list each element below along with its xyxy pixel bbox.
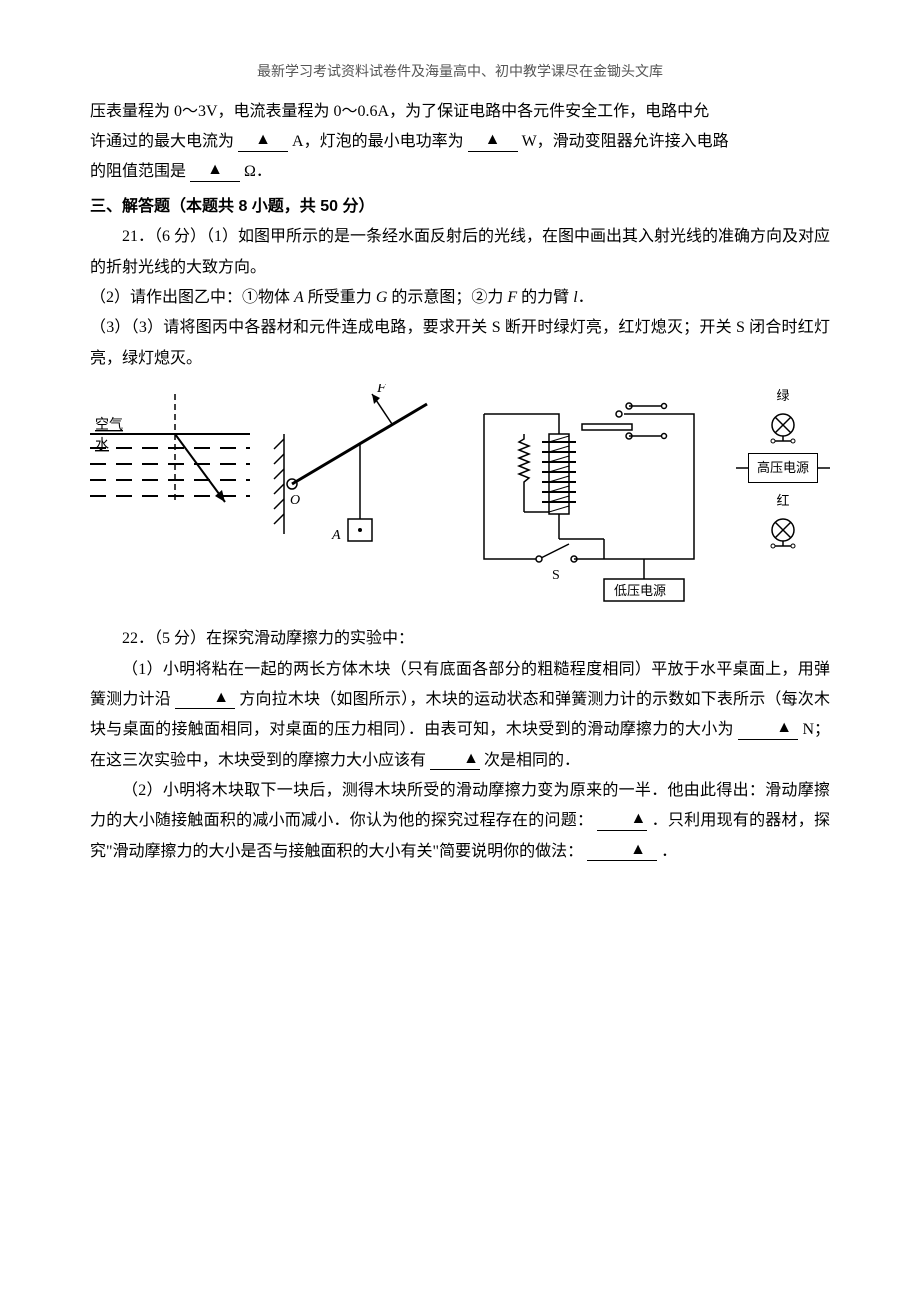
water-label: 水	[95, 437, 109, 453]
blank-times: ▲	[430, 753, 480, 771]
hv-label: 高压电源	[748, 453, 818, 484]
blank-min-power: ▲	[468, 134, 518, 152]
q21-figures: 空气 水	[90, 384, 830, 604]
q20-unit-ohm: Ω．	[244, 163, 272, 180]
svg-text:O: O	[290, 493, 300, 508]
blank-friction-n: ▲	[738, 722, 798, 740]
bulb-red-icon	[758, 514, 808, 552]
q20-tail: 压表量程为 0～3V，电流表量程为 0～0.6A，为了保证电路中各元件安全工作，…	[90, 97, 830, 188]
q20-line2-pre: 许通过的最大电流为	[90, 133, 234, 150]
air-label: 空气	[95, 417, 123, 433]
q20-unit-a: A，灯泡的最小电功率为	[292, 133, 464, 150]
svg-text:低压电源: 低压电源	[614, 583, 666, 598]
blank-problem: ▲	[597, 813, 647, 831]
blank-max-current: ▲	[238, 134, 288, 152]
q20-line3-pre: 的阻值范围是	[90, 163, 186, 180]
q21-p2: （2）请作出图乙中：①物体 A 所受重力 G 的示意图；②力 F 的力臂 l．	[90, 283, 830, 313]
q22-p2: （2）小明将木块取下一块后，测得木块所受的滑动摩擦力变为原来的一半．他由此得出：…	[90, 776, 830, 867]
fig-relay-circuit: S 低压电源	[464, 384, 714, 604]
svg-text:F: F	[376, 384, 387, 396]
q20-line1: 压表量程为 0～3V，电流表量程为 0～0.6A，为了保证电路中各元件安全工作，…	[90, 103, 709, 120]
green-label: 绿	[758, 384, 808, 409]
fig-lever: O F A	[272, 384, 442, 554]
header-text: 最新学习考试资料试卷件及海量高中、初中教学课尽在金锄头文库	[257, 65, 663, 80]
blank-resistance-range: ▲	[190, 164, 240, 182]
q21-p3: （3）（3）请将图丙中各器材和元件连成电路，要求开关 S 断开时绿灯亮，红灯熄灭…	[90, 313, 830, 374]
q20-unit-w: W，滑动变阻器允许接入电路	[522, 133, 729, 150]
bulb-green-icon	[758, 409, 808, 447]
page-header: 最新学习考试资料试卷件及海量高中、初中教学课尽在金锄头文库	[90, 60, 830, 87]
q22-stem: 22．（5 分）在探究滑动摩擦力的实验中：	[90, 624, 830, 654]
blank-method: ▲	[587, 844, 657, 862]
red-label: 红	[758, 489, 808, 514]
blank-direction: ▲	[175, 692, 235, 710]
q21-stem: 21．（6 分）（1）如图甲所示的是一条经水面反射后的光线，在图中画出其入射光线…	[90, 222, 830, 283]
svg-text:S: S	[552, 568, 560, 583]
section3-title: 三、解答题（本题共 8 小题，共 50 分）	[90, 192, 830, 222]
fig-reflection: 空气 水	[90, 384, 250, 534]
fig-hv-bulbs: 绿 高压电源 红	[736, 384, 830, 552]
q22-p1: （1）小明将粘在一起的两长方体木块（只有底面各部分的粗糙程度相同）平放于水平桌面…	[90, 655, 830, 777]
svg-text:A: A	[331, 528, 341, 543]
